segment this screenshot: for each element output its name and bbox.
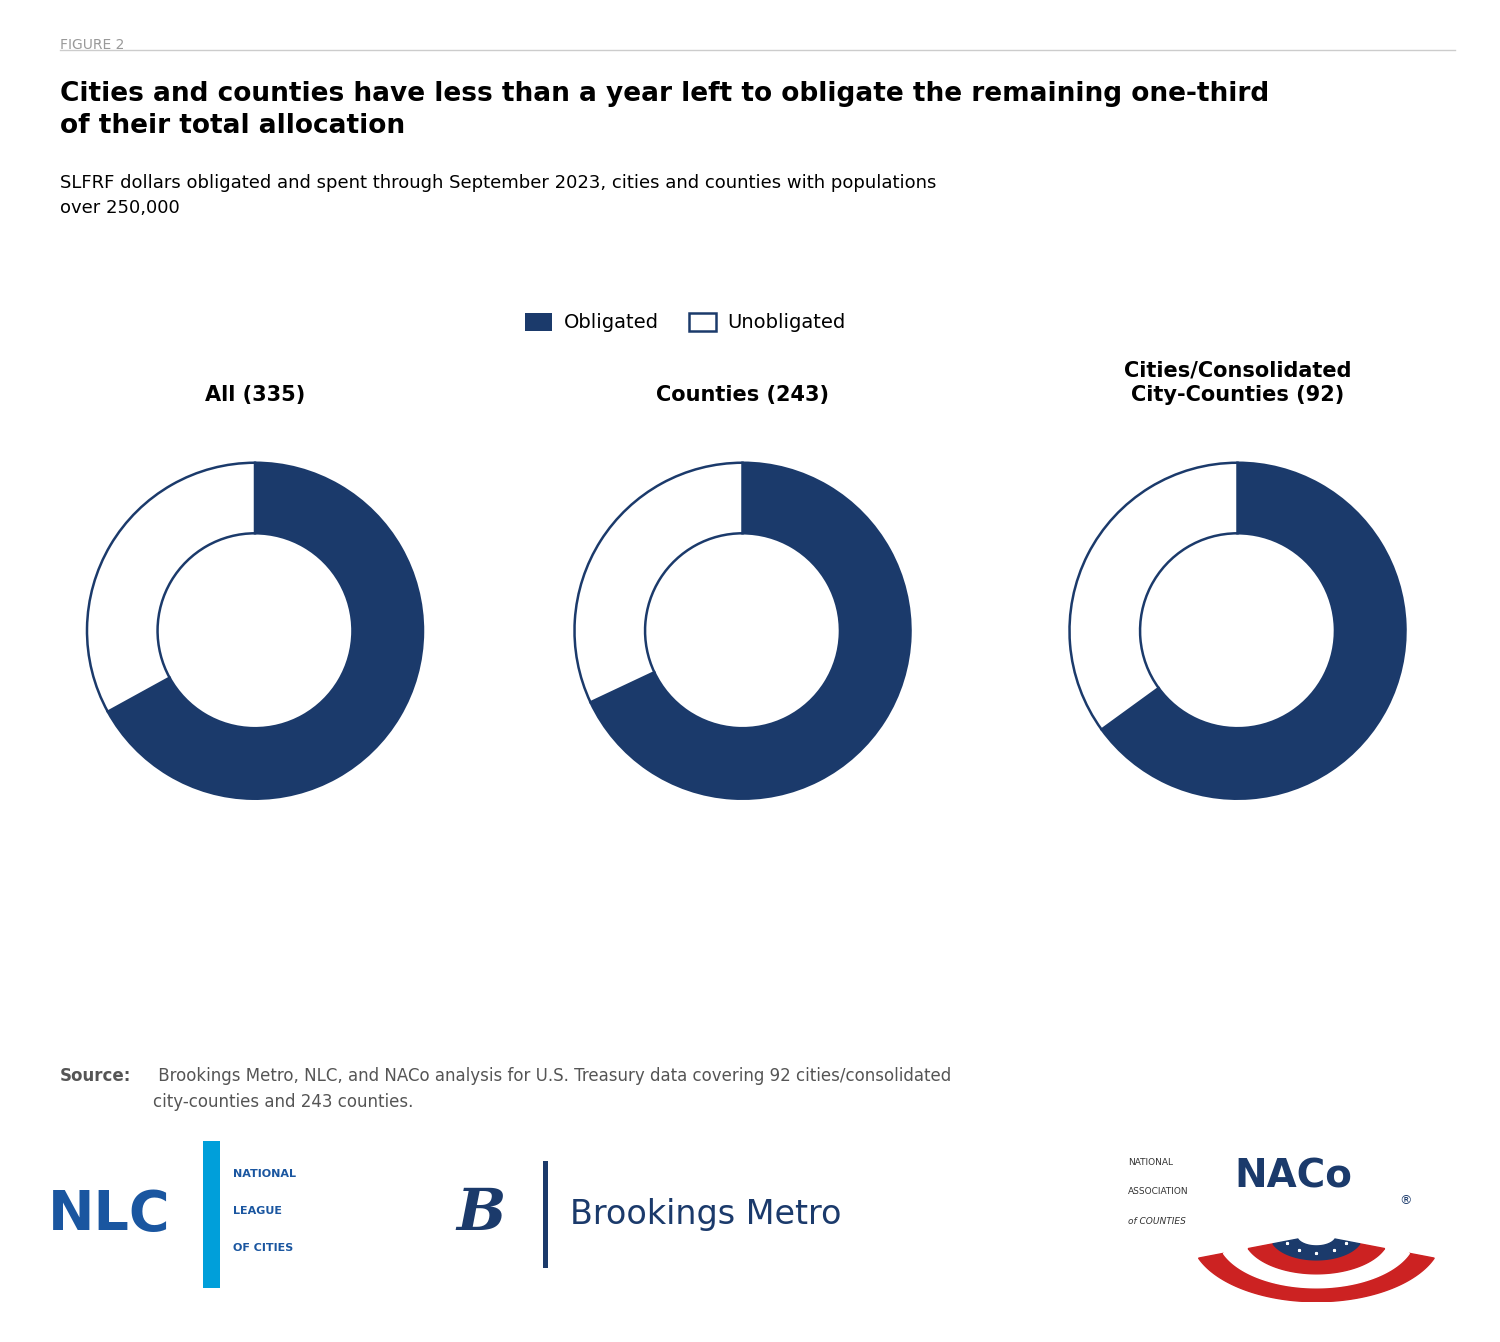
Wedge shape [87,463,255,711]
Polygon shape [1274,1239,1360,1260]
Bar [204,1141,220,1288]
Title: Cities/Consolidated
City-Counties (92): Cities/Consolidated City-Counties (92) [1124,361,1352,405]
Wedge shape [1070,463,1238,730]
Wedge shape [574,463,742,702]
Text: Obligated: Obligated [564,313,658,331]
Text: NLC: NLC [48,1188,171,1241]
Text: of COUNTIES: of COUNTIES [1128,1217,1186,1227]
Title: All (335): All (335) [206,385,304,405]
Polygon shape [1198,1253,1434,1302]
Text: NATIONAL: NATIONAL [1128,1158,1173,1166]
Text: FIGURE 2: FIGURE 2 [60,38,124,51]
Text: Cities and counties have less than a year left to obligate the remaining one-thi: Cities and counties have less than a yea… [60,81,1269,138]
Text: Source:: Source: [60,1067,132,1084]
Text: ASSOCIATION: ASSOCIATION [1128,1188,1190,1196]
Text: B: B [456,1186,506,1243]
Wedge shape [1101,463,1406,798]
Text: NACo: NACo [1234,1157,1352,1196]
Polygon shape [1224,1248,1410,1288]
Text: OF CITIES: OF CITIES [232,1243,294,1252]
Wedge shape [591,463,910,798]
Text: Unobligated: Unobligated [728,313,846,331]
Text: Brookings Metro: Brookings Metro [570,1198,842,1231]
Text: Brookings Metro, NLC, and NACo analysis for U.S. Treasury data covering 92 citie: Brookings Metro, NLC, and NACo analysis … [153,1067,951,1111]
Title: Counties (243): Counties (243) [656,385,830,405]
Text: ®: ® [1400,1194,1411,1206]
Text: SLFRF dollars obligated and spent through September 2023, cities and counties wi: SLFRF dollars obligated and spent throug… [60,174,936,217]
Text: LEAGUE: LEAGUE [232,1206,282,1216]
Wedge shape [108,463,423,798]
Bar [543,1161,548,1268]
Text: NATIONAL: NATIONAL [232,1169,296,1180]
Polygon shape [1248,1244,1384,1274]
